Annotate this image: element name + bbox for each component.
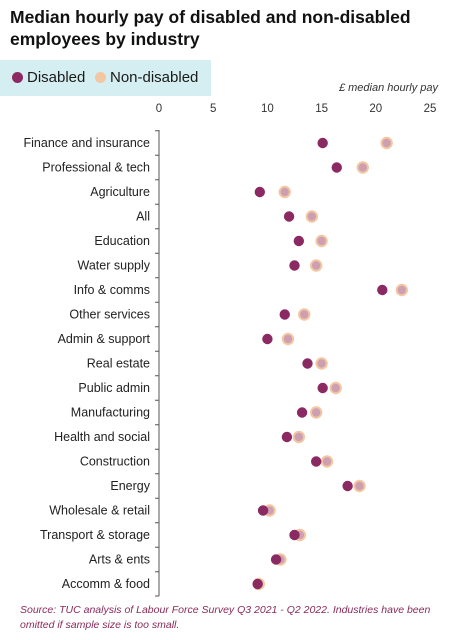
legend-label-non-disabled: Non-disabled: [110, 69, 199, 86]
point-disabled: [262, 333, 273, 345]
x-tick-label: 5: [210, 103, 216, 115]
point-disabled: [377, 284, 388, 296]
point-disabled: [270, 554, 282, 565]
x-tick-label: 25: [424, 103, 437, 115]
chart-title: Median hourly pay of disabled and non-di…: [10, 7, 411, 49]
point-non-disabled: [315, 357, 328, 370]
point-non-disabled: [356, 161, 369, 174]
legend-item-non-disabled: Non-disabled: [95, 69, 198, 87]
category-label: Finance and insurance: [24, 136, 151, 150]
point-disabled: [289, 529, 300, 541]
point-disabled: [317, 137, 328, 149]
category-label: Professional & tech: [42, 161, 150, 175]
point-non-disabled: [305, 210, 319, 223]
point-disabled: [342, 480, 353, 492]
x-tick-label: 10: [261, 103, 274, 115]
category-label: Real estate: [87, 357, 150, 371]
point-disabled: [279, 309, 290, 320]
point-disabled: [283, 211, 295, 222]
x-tick-label: 20: [369, 103, 382, 115]
category-label: Construction: [80, 455, 150, 469]
category-label: Arts & ents: [89, 553, 150, 567]
legend-marker-disabled: [12, 72, 23, 83]
category-label: Accomm & food: [62, 577, 150, 591]
point-disabled: [293, 235, 305, 247]
point-disabled: [281, 431, 293, 443]
category-label: Water supply: [78, 259, 151, 273]
point-disabled: [257, 505, 269, 516]
category-label: All: [136, 210, 150, 224]
chart-plot: 0 5 10 15 20 25 Finance and insurance Professio…: [24, 103, 437, 597]
category-label: Health and social: [54, 430, 150, 444]
point-disabled: [310, 456, 322, 467]
point-disabled: [252, 578, 263, 590]
point-disabled: [296, 407, 308, 418]
point-non-disabled: [309, 406, 323, 419]
point-disabled: [254, 186, 266, 198]
legend-label-disabled: Disabled: [27, 69, 86, 86]
unit-label: £ median hourly pay: [338, 82, 438, 94]
category-label: Education: [94, 234, 150, 248]
x-tick-label: 0: [156, 103, 162, 115]
point-non-disabled: [380, 136, 393, 150]
category-label: Wholesale & retail: [49, 504, 150, 518]
category-label: Info & comms: [74, 283, 150, 297]
point-non-disabled: [320, 455, 334, 468]
point-non-disabled: [278, 185, 291, 199]
category-label: Public admin: [78, 381, 150, 395]
legend-item-disabled: Disabled: [12, 69, 85, 87]
point-non-disabled: [395, 283, 409, 297]
category-label: Other services: [69, 308, 150, 322]
x-tick-label: 15: [315, 103, 328, 115]
legend: Disabled Non-disabled: [0, 60, 211, 96]
category-label: Manufacturing: [71, 406, 150, 420]
category-label: Agriculture: [90, 185, 150, 199]
point-disabled: [331, 162, 342, 173]
point-non-disabled: [298, 308, 311, 321]
point-non-disabled: [315, 234, 328, 248]
point-non-disabled: [353, 479, 366, 493]
point-non-disabled: [329, 381, 342, 395]
legend-marker-non-disabled: [95, 72, 106, 83]
point-disabled: [317, 382, 328, 394]
category-label: Energy: [110, 479, 150, 493]
point-non-disabled: [309, 259, 323, 272]
category-label: Admin & support: [58, 332, 151, 346]
point-non-disabled: [292, 430, 306, 444]
point-disabled: [289, 260, 300, 271]
point-non-disabled: [281, 332, 295, 346]
category-label: Transport & storage: [40, 528, 150, 542]
point-disabled: [302, 358, 313, 369]
source-note: Source: TUC analysis of Labour Force Sur…: [20, 604, 431, 631]
